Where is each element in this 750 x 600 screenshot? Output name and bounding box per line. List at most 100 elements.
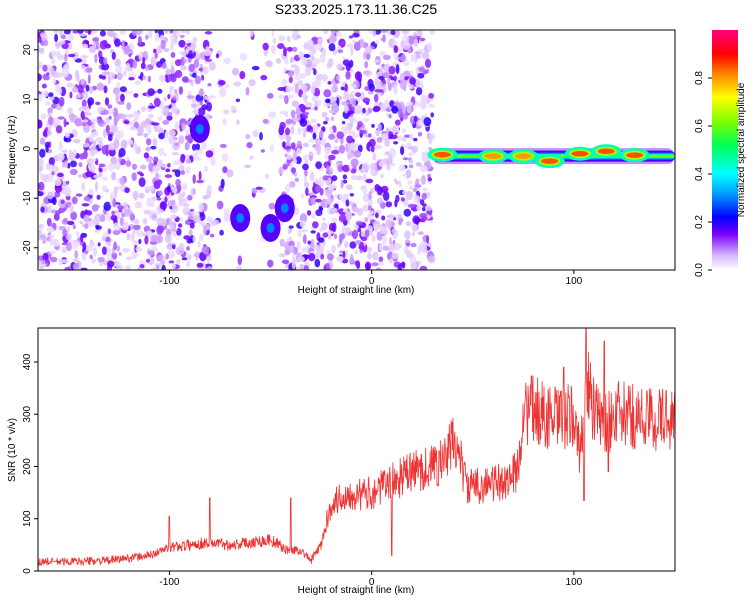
speckle: [310, 213, 316, 219]
speckle: [199, 205, 204, 211]
speckle: [398, 108, 403, 119]
speckle: [362, 184, 367, 189]
speckle: [114, 33, 118, 38]
speckle: [101, 62, 110, 71]
speckle: [158, 132, 165, 140]
speckle: [209, 61, 216, 71]
speckle: [392, 242, 401, 251]
speckle: [202, 66, 209, 75]
speckle: [374, 144, 382, 150]
speckle: [186, 30, 190, 35]
speckle: [301, 192, 304, 199]
speckle: [319, 53, 326, 64]
speckle: [285, 135, 292, 142]
speckle: [288, 76, 293, 84]
speckle: [180, 153, 186, 163]
speckle: [355, 92, 362, 98]
hotspot: [280, 203, 289, 214]
speckle: [324, 152, 330, 160]
speckle: [364, 86, 371, 91]
speckle: [338, 144, 346, 154]
speckle: [89, 254, 93, 260]
speckle: [297, 229, 302, 238]
snr-series-line: [38, 328, 675, 566]
speckle: [91, 204, 99, 212]
speckle: [337, 243, 341, 248]
speckle: [278, 166, 284, 175]
speckle: [287, 227, 291, 235]
speckle: [398, 164, 406, 172]
speckle: [347, 130, 356, 135]
speckle: [125, 160, 132, 167]
speckle: [334, 194, 338, 198]
speckle: [78, 33, 87, 37]
speckle: [330, 34, 337, 43]
speckle: [169, 86, 173, 96]
speckle: [193, 59, 200, 68]
speckle: [207, 83, 212, 87]
speckle: [403, 208, 412, 217]
speckle: [428, 92, 435, 99]
speckle: [174, 121, 179, 131]
speckle: [95, 101, 101, 106]
speckle: [278, 35, 286, 42]
speckle: [203, 48, 212, 57]
speckle: [367, 252, 373, 260]
speckle: [354, 71, 363, 81]
speckle: [48, 92, 54, 97]
speckle: [219, 229, 224, 236]
speckle: [417, 132, 423, 137]
speckle: [303, 98, 308, 103]
speckle: [161, 264, 166, 270]
speckle: [417, 231, 424, 236]
speckle: [99, 168, 103, 173]
speckle: [151, 122, 160, 126]
speckle: [108, 107, 115, 115]
speckle: [286, 157, 291, 167]
speckle: [310, 197, 317, 205]
speckle: [201, 141, 207, 150]
speckle: [101, 185, 108, 192]
speckle: [351, 143, 359, 152]
speckle: [66, 226, 71, 233]
speckle: [108, 115, 112, 120]
speckle: [105, 241, 112, 246]
speckle: [301, 111, 310, 116]
speckle: [88, 189, 94, 196]
speckle: [427, 180, 432, 185]
speckle: [347, 110, 355, 115]
speckle: [290, 125, 295, 135]
speckle: [38, 119, 43, 129]
speckle: [60, 259, 65, 263]
speckle: [360, 236, 368, 242]
speckle: [420, 94, 429, 104]
x-tick-label: 0: [369, 577, 375, 588]
speckle: [201, 245, 210, 255]
speckle: [145, 146, 150, 152]
speckle: [284, 95, 289, 105]
speckle: [60, 72, 65, 78]
speckle: [407, 180, 413, 186]
speckle: [190, 103, 198, 108]
band-peak: [541, 158, 559, 164]
band-peak: [571, 150, 589, 157]
speckle: [398, 218, 404, 223]
speckle: [295, 106, 301, 117]
speckle: [272, 37, 277, 44]
speckle: [372, 152, 377, 161]
speckle: [74, 58, 83, 63]
speckle: [364, 206, 369, 212]
speckle: [75, 231, 79, 237]
speckle: [364, 132, 370, 138]
speckle: [334, 139, 339, 143]
speckle: [390, 134, 398, 140]
y-tick-label: 0: [22, 568, 33, 574]
speckle: [397, 135, 403, 141]
speckle: [178, 135, 185, 145]
speckle: [143, 152, 150, 159]
speckle: [153, 98, 161, 107]
speckle: [159, 201, 168, 210]
speckle: [352, 206, 360, 213]
speckle: [239, 71, 246, 80]
speckle: [113, 138, 120, 149]
